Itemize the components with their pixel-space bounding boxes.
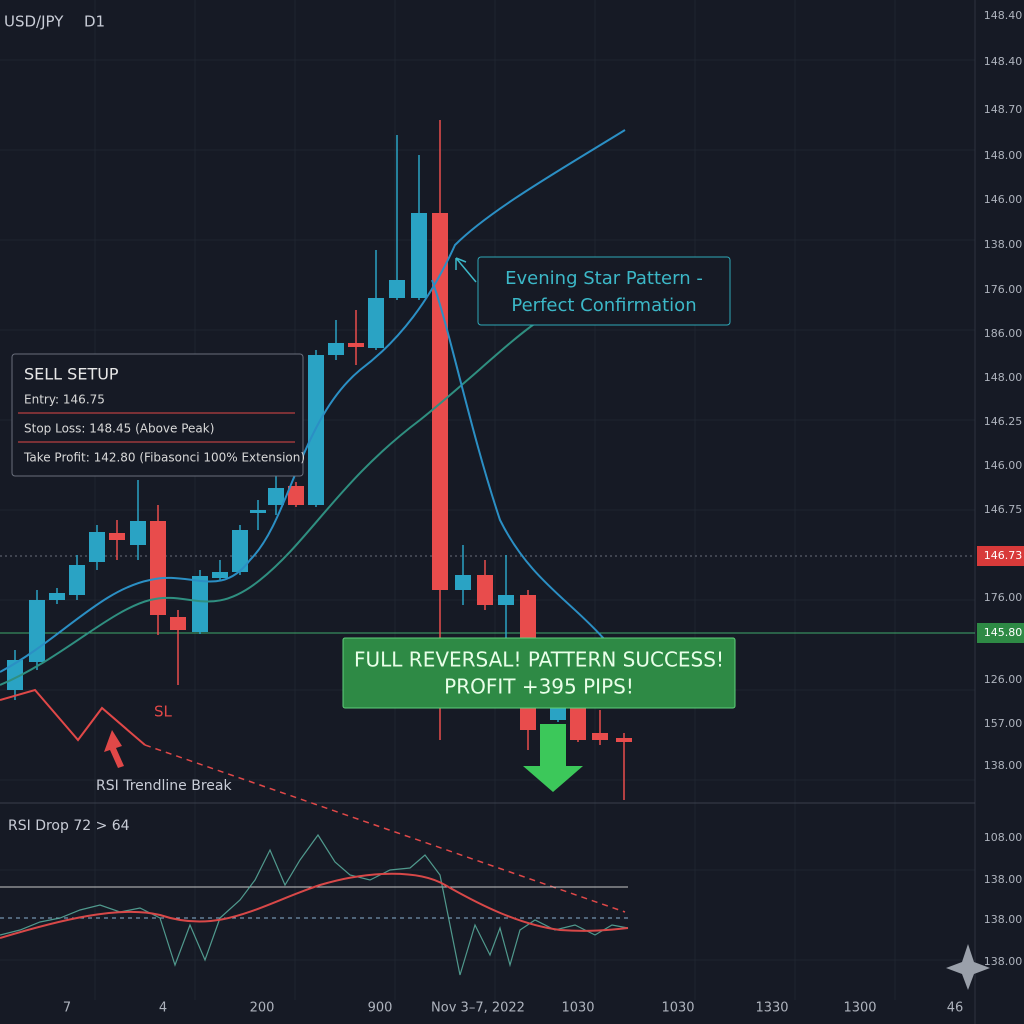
break-arrow (104, 730, 124, 768)
grid (0, 0, 975, 1000)
candle-body (89, 532, 105, 562)
price-label: 148.00 (984, 371, 1023, 384)
candle-body (192, 576, 208, 632)
stop-loss: Stop Loss: 148.45 (Above Peak) (24, 422, 214, 436)
price-label: 146.00 (984, 459, 1023, 472)
price-label: 138.00 (984, 913, 1023, 926)
time-label: Nov 3–7, 2022 (431, 1001, 525, 1016)
price-label: 146.75 (984, 503, 1023, 516)
time-label: 1030 (661, 1001, 694, 1016)
time-label: 1330 (755, 1001, 788, 1016)
price-label: 126.00 (984, 673, 1023, 686)
candle-body (389, 280, 405, 298)
price-label: 148.00 (984, 149, 1023, 162)
price-label: 148.40 (984, 9, 1023, 22)
price-label: 176.00 (984, 283, 1023, 296)
candle-body (455, 575, 471, 590)
price-badge (977, 623, 1024, 643)
rsi-trend-price (0, 688, 146, 746)
candle-body (616, 738, 632, 742)
pattern-line-2: Perfect Confirmation (511, 295, 696, 316)
price-label: 145.80 (984, 626, 1023, 639)
moving-average-slow (0, 319, 541, 686)
callout-arrow (455, 257, 477, 283)
success-banner (342, 637, 736, 709)
banner-line-2: PROFIT +395 PIPS! (444, 675, 634, 699)
candle-body (592, 733, 608, 740)
candle-body (411, 213, 427, 298)
timeframe: D1 (84, 13, 105, 31)
price-label: 157.00 (984, 717, 1023, 730)
entry: Entry: 146.75 (24, 393, 105, 407)
candle-body (368, 298, 384, 348)
take-profit: Take Profit: 142.80 (Fibasonci 100% Exte… (23, 451, 305, 465)
price-label: 176.00 (984, 591, 1023, 604)
time-label: 7 (63, 1001, 71, 1016)
price-label: 148.40 (984, 55, 1023, 68)
candle-body (150, 521, 166, 615)
price-label: 146.25 (984, 415, 1023, 428)
time-label: 900 (368, 1001, 393, 1016)
candle-body (288, 486, 304, 505)
candle-body (348, 343, 364, 347)
candle-body (250, 510, 266, 513)
sell-setup-title: SELL SETUP (24, 365, 119, 384)
symbol: USD/JPY (4, 13, 64, 31)
price-label: 186.00 (984, 327, 1023, 340)
candle-body (232, 530, 248, 572)
price-label: 148.70 (984, 103, 1023, 116)
candle-body (49, 593, 65, 600)
rsi-signal (0, 872, 629, 939)
time-label: 1300 (843, 1001, 876, 1016)
pattern-line-1: Evening Star Pattern - (505, 268, 703, 289)
candle-body (212, 572, 228, 578)
pattern-callout-box (477, 256, 731, 326)
banner-line-1: FULL REVERSAL! PATTERN SUCCESS! (354, 648, 724, 672)
time-label: 4 (159, 1001, 167, 1016)
price-label: 146.00 (984, 193, 1023, 206)
candles (7, 120, 632, 800)
time-label: 1030 (561, 1001, 594, 1016)
time-label: 46 (947, 1001, 964, 1016)
down-arrow (523, 724, 583, 792)
candle-body (170, 617, 186, 630)
candle-body (69, 565, 85, 595)
price-label: 146.73 (984, 549, 1023, 562)
rsi-label: RSI Drop 72 > 64 (8, 818, 130, 834)
candle-body (268, 488, 284, 505)
candle-body (130, 521, 146, 545)
candle-body (477, 575, 493, 605)
candle-body (498, 595, 514, 605)
price-badge (977, 546, 1024, 566)
price-label: 138.00 (984, 873, 1023, 886)
sell-setup-box (11, 353, 304, 477)
candle-body (7, 660, 23, 690)
candle-body (570, 705, 586, 740)
sl-label: SL (154, 703, 173, 721)
candle-body (432, 213, 448, 590)
time-label: 200 (250, 1001, 275, 1016)
candle-body (550, 705, 566, 720)
rsi-break-label: RSI Trendline Break (96, 778, 232, 794)
watermark (946, 944, 990, 990)
price-label: 138.00 (984, 955, 1023, 968)
rsi-trendline (144, 744, 626, 913)
price-label: 108.00 (984, 831, 1023, 844)
moving-average-down (431, 279, 606, 641)
price-label: 138.00 (984, 238, 1023, 251)
price-label: 138.00 (984, 759, 1023, 772)
candle-body (328, 343, 344, 355)
candle-body (109, 533, 125, 540)
axes: 148.40 148.40 148.70 148.00 146.00 138.00 176.… (63, 9, 1024, 1016)
